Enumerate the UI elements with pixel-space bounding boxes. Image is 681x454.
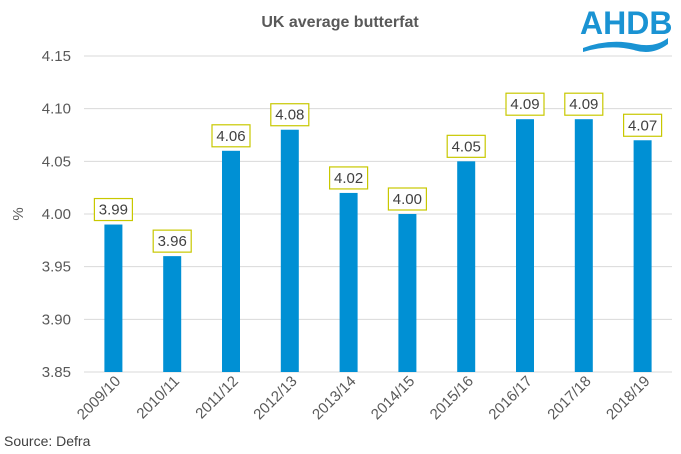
bar [104,224,123,372]
y-axis-ticks: 4.15 4.10 4.05 4.00 3.95 3.90 3.85 [42,48,71,381]
x-tick-label: 2018/19 [603,373,653,423]
logo-wave [583,38,668,52]
x-axis-ticks: 2009/10 2010/11 2011/12 2012/13 2013/14 2014/… [74,373,654,423]
x-tick-label: 2014/15 [368,373,418,423]
data-label: 4.06 [216,128,245,145]
bar [163,256,182,372]
logo-text: AHDB [580,5,672,41]
bars [104,119,652,372]
data-label: 4.02 [334,170,363,187]
bar [457,161,476,372]
bar [280,129,299,372]
bar [339,192,358,372]
x-tick-label: 2015/16 [427,373,477,423]
x-tick-label: 2011/12 [192,373,242,423]
data-label-box [446,134,486,158]
data-label-box [270,103,310,127]
bar [398,214,417,372]
data-label: 4.08 [275,107,304,124]
data-label: 4.05 [452,138,481,155]
bar [633,140,652,372]
x-tick-label: 2010/11 [133,373,183,423]
data-label-box [152,229,192,253]
x-tick-label: 2017/18 [544,373,594,423]
data-label: 4.07 [628,117,657,134]
data-label-box [622,113,663,137]
y-tick-label: 4.10 [42,101,71,118]
data-label-box [211,124,251,148]
data-label: 3.99 [99,202,128,219]
data-label-box [564,92,604,116]
data-label: 4.09 [569,96,598,113]
data-label-box [329,166,369,190]
y-tick-label: 4.15 [42,48,71,65]
ahdb-logo: AHDB [580,5,672,52]
y-axis-label: % [10,207,27,220]
data-label: 3.96 [158,233,187,250]
y-tick-label: 3.85 [42,364,71,381]
data-label-box [505,92,545,116]
bar [574,119,593,372]
bar [222,150,240,372]
bar [516,119,534,372]
y-tick-label: 4.00 [42,206,71,223]
source-note: Source: Defra [4,433,91,449]
data-labels: 3.99 3.96 4.06 4.08 4.02 4.00 4.05 4.09 4.09 4.07 [93,92,663,253]
y-tick-label: 4.05 [42,153,71,170]
data-label: 4.09 [510,96,539,113]
x-tick-label: 2009/10 [74,373,124,423]
data-label: 4.00 [393,191,422,208]
y-tick-label: 3.95 [42,259,71,276]
chart-title: UK average butterfat [261,14,419,31]
x-tick-label: 2013/14 [309,373,359,423]
x-tick-label: 2012/13 [250,373,300,423]
y-tick-label: 3.90 [42,311,71,328]
data-label-box [93,197,134,222]
data-label-box [387,187,427,211]
x-tick-label: 2016/17 [485,373,535,423]
